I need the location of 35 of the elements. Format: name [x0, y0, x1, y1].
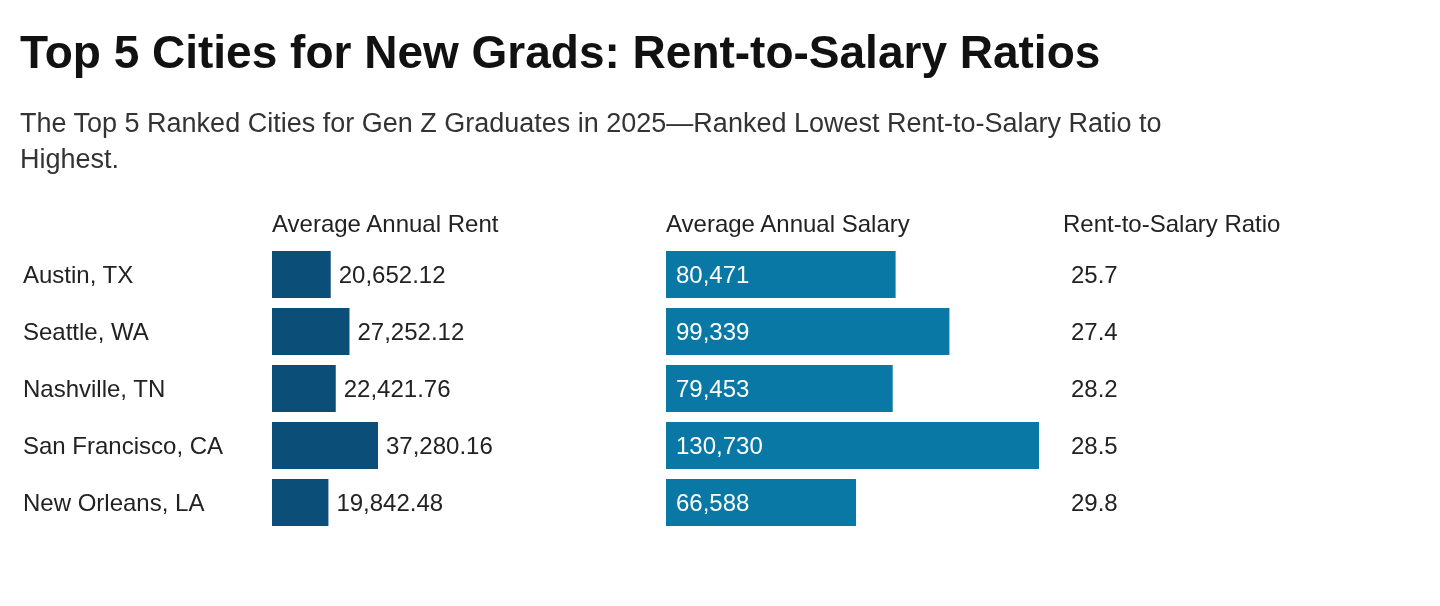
- bar: [272, 308, 350, 355]
- bar: [666, 365, 893, 412]
- bar: [272, 422, 378, 469]
- data-label: 80,471: [676, 260, 750, 288]
- category-label: New Orleans, LA: [23, 488, 205, 516]
- text: Rent-to-Salary Ratio: [1063, 210, 1281, 237]
- data-label: 19,842.48: [336, 488, 444, 516]
- text: The Top 5 Ranked Cities for Gen Z Graduates in 2025—Ranked Lowest Rent-to-Salary Ratio to Highest.: [20, 108, 1162, 174]
- data-label: 79,453: [676, 374, 750, 402]
- data-label: 28.5: [1071, 431, 1118, 459]
- data-label: 99,339: [676, 317, 750, 345]
- data-label: 28.2: [1071, 374, 1118, 402]
- data-label: 27,252.12: [357, 317, 465, 345]
- data-label: 22,421.76: [343, 374, 451, 402]
- bar: [666, 308, 950, 355]
- chart-title: Average Annual Rent: [272, 210, 499, 237]
- chart-title: Average Annual Salary: [666, 210, 910, 237]
- data-label: 25.7: [1071, 260, 1118, 288]
- bar: [272, 251, 331, 298]
- bar: [666, 479, 856, 526]
- data-label: 20,652.12: [338, 260, 446, 288]
- bar: [666, 251, 896, 298]
- category-label: San Francisco, CA: [23, 431, 224, 459]
- text: Top 5 Cities for New Grads: Rent-to-Salary Ratios: [20, 26, 1101, 78]
- bar: [272, 365, 336, 412]
- category-label: Nashville, TN: [23, 374, 166, 402]
- bar: [272, 479, 329, 526]
- data-label: 27.4: [1071, 317, 1118, 345]
- category-label: Seattle, WA: [23, 317, 149, 345]
- data-label: 66,588: [676, 488, 750, 516]
- bar: [666, 422, 1039, 469]
- category-label: Austin, TX: [23, 260, 134, 288]
- data-label: 29.8: [1071, 488, 1118, 516]
- data-label: 130,730: [676, 431, 763, 459]
- data-label: 37,280.16: [386, 431, 493, 459]
